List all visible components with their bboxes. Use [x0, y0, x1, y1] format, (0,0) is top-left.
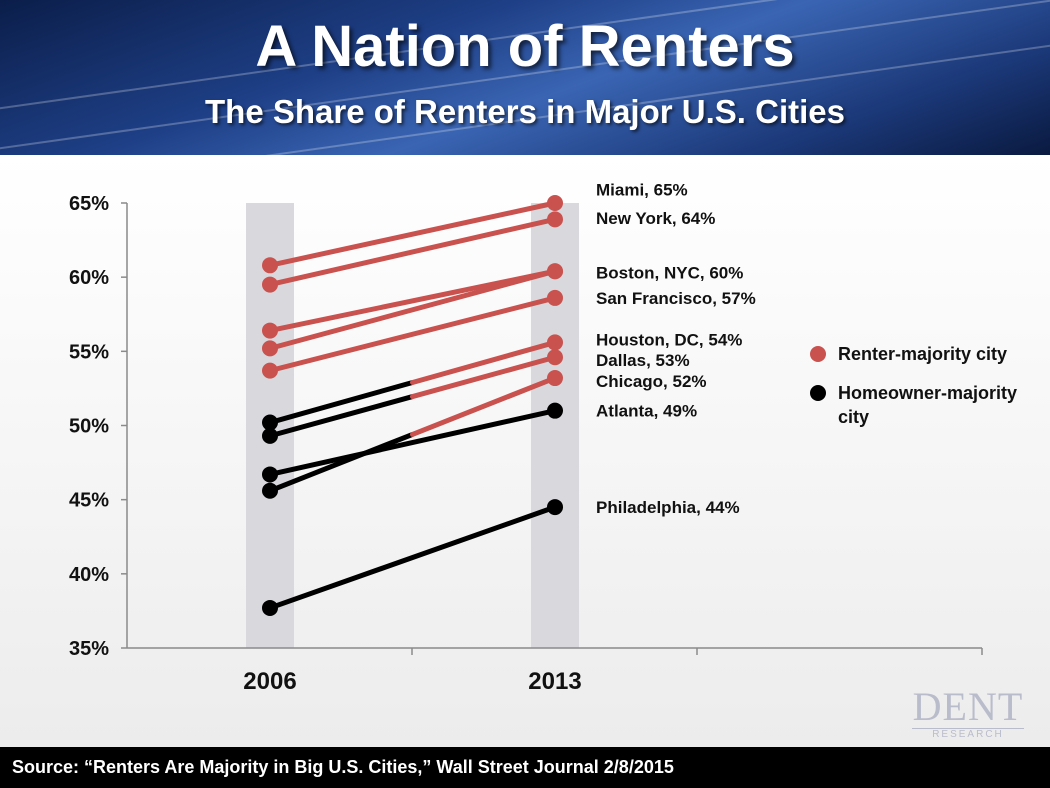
city-label: New York, 64% [596, 209, 715, 228]
data-point-2006 [262, 340, 278, 357]
legend-marker-homeowner [810, 385, 826, 401]
page-title: A Nation of Renters [255, 14, 795, 79]
data-point-2013 [547, 334, 563, 351]
dent-research-logo: DENT RESEARCH [898, 686, 1038, 740]
y-tick-label: 55% [69, 341, 109, 363]
page-subtitle: The Share of Renters in Major U.S. Citie… [205, 93, 845, 130]
series-line-segment [269, 394, 414, 439]
y-tick-label: 60% [69, 267, 109, 289]
series-line [267, 268, 558, 351]
legend-marker-renter [810, 346, 826, 362]
series-line [267, 268, 558, 334]
y-tick-label: 40% [69, 564, 109, 586]
data-point-2013 [547, 195, 563, 211]
city-label: Boston, NYC, 60% [596, 264, 743, 283]
y-tick-label: 65% [69, 193, 109, 215]
slope-chart: 35% 40% 45% 50% 55% 60% 65% 2006 2013 Miami, 65%… [69, 181, 1017, 695]
data-point-2013 [547, 263, 563, 280]
data-point-2006 [262, 362, 278, 379]
y-tick-label: 35% [69, 638, 109, 660]
data-point-2013 [547, 402, 563, 419]
source-footer: Source: “Renters Are Majority in Big U.S… [0, 747, 1050, 788]
city-label: Miami, 65% [596, 181, 688, 200]
data-point-2006 [262, 322, 278, 339]
x-tick-label: 2013 [528, 668, 581, 695]
series-line-segment [410, 375, 558, 437]
city-label: Philadelphia, 44% [596, 498, 740, 517]
city-label: Houston, DC, 54% [596, 330, 742, 349]
x-tick-label: 2006 [243, 668, 296, 695]
series-line [267, 295, 558, 374]
logo-tagline: RESEARCH [912, 728, 1024, 740]
data-point-2013 [547, 349, 563, 366]
data-point-2006 [262, 427, 278, 444]
data-point-2006 [262, 276, 278, 293]
series-line-segment [269, 380, 414, 425]
series-line-segment [410, 339, 558, 385]
data-point-2013 [547, 370, 563, 387]
y-tick-label: 45% [69, 490, 109, 512]
city-label: Chicago, 52% [596, 372, 707, 391]
data-point-2006 [262, 482, 278, 499]
series-line-segment [269, 432, 414, 494]
series-line [267, 200, 558, 268]
series-line [267, 408, 558, 477]
chart-area: 35% 40% 45% 50% 55% 60% 65% 2006 2013 Miami, 65%… [0, 155, 1050, 747]
city-label: Atlanta, 49% [596, 402, 697, 421]
data-point-2006 [262, 414, 278, 431]
legend-label-homeowner: Homeowner-majority city [838, 383, 1017, 427]
series-line-segment [410, 354, 558, 400]
logo-name: DENT [912, 684, 1024, 729]
data-point-2006 [262, 599, 278, 616]
city-label: Dallas, 53% [596, 351, 690, 370]
legend-label-renter: Renter-majority city [838, 344, 1007, 364]
header-banner: A Nation of Renters The Share of Renters… [0, 0, 1050, 155]
data-point-2013 [547, 499, 563, 516]
y-tick-label: 50% [69, 416, 109, 438]
data-point-2006 [262, 257, 278, 274]
series-line [267, 216, 558, 288]
data-point-2006 [262, 466, 278, 483]
data-point-2013 [547, 211, 563, 228]
series-line [267, 504, 558, 611]
data-point-2013 [547, 289, 563, 306]
city-label: San Francisco, 57% [596, 289, 756, 308]
